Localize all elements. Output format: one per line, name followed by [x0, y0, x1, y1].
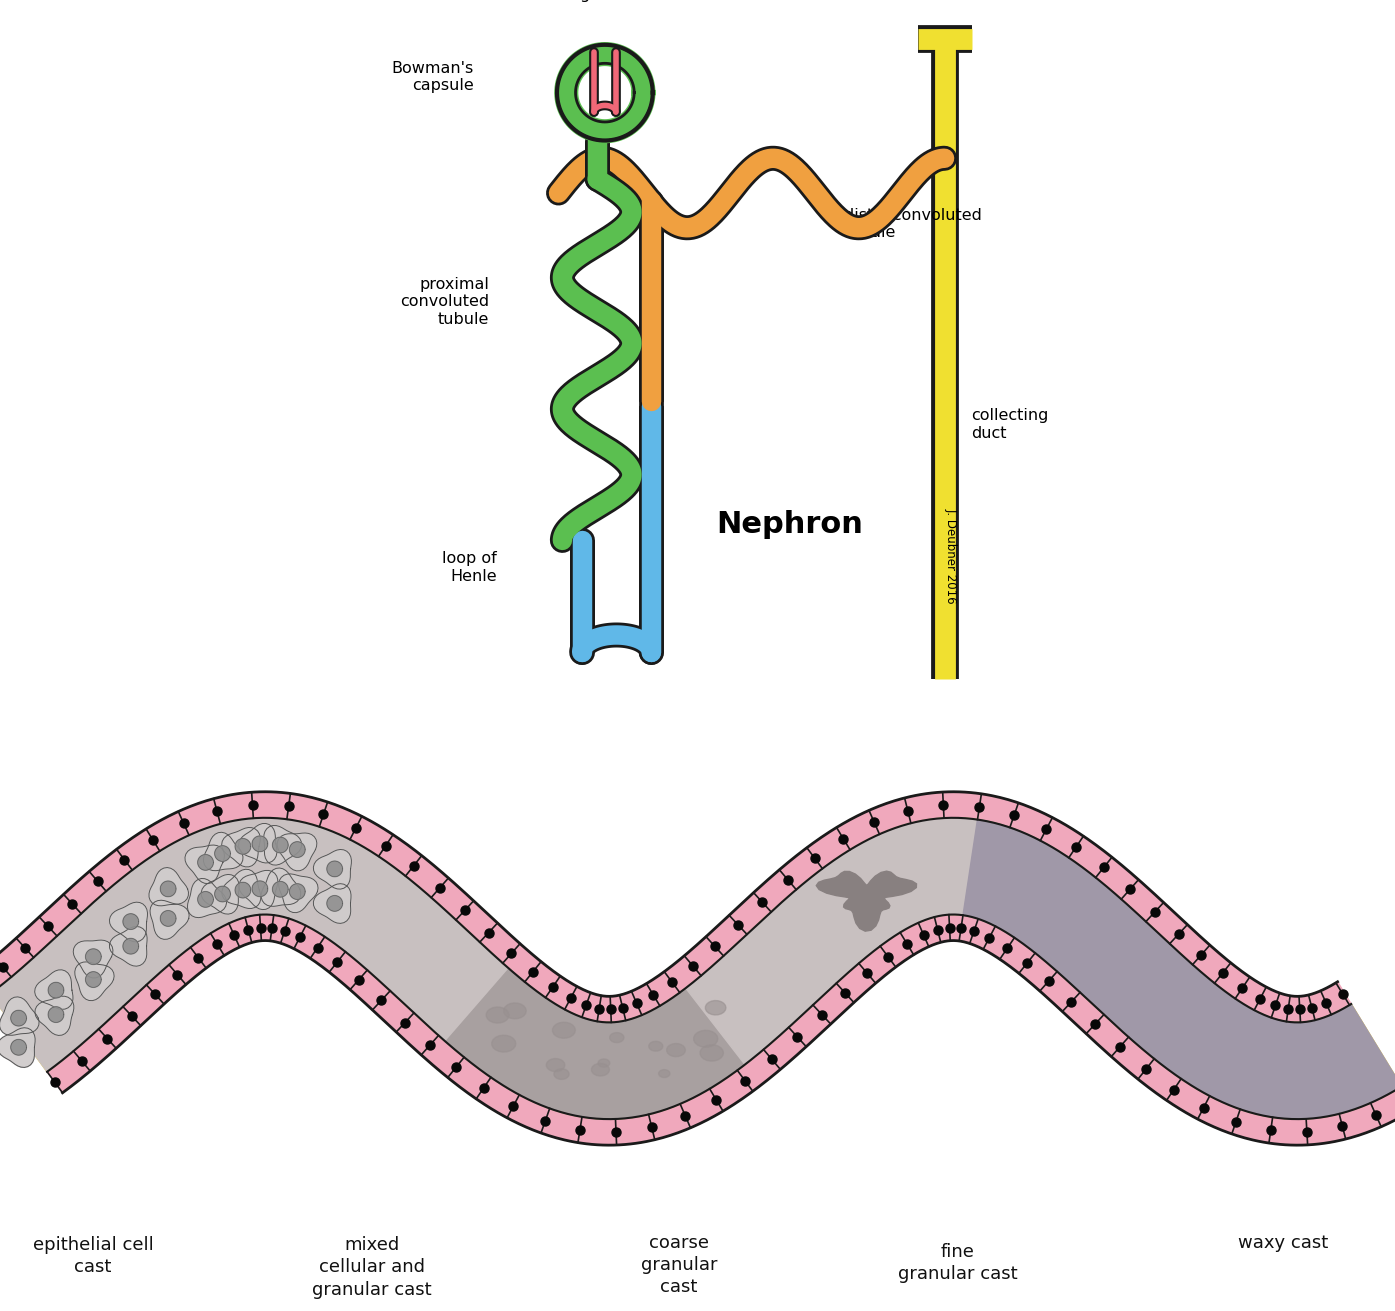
Polygon shape	[49, 982, 64, 998]
Polygon shape	[222, 869, 261, 909]
Polygon shape	[206, 818, 566, 1096]
Polygon shape	[215, 886, 230, 902]
Polygon shape	[658, 1070, 670, 1078]
Polygon shape	[187, 878, 226, 918]
Polygon shape	[554, 1068, 569, 1079]
Polygon shape	[215, 846, 230, 861]
Polygon shape	[239, 823, 276, 863]
Polygon shape	[591, 1063, 610, 1076]
Polygon shape	[547, 1058, 565, 1071]
Polygon shape	[35, 996, 74, 1036]
Polygon shape	[576, 63, 635, 122]
Polygon shape	[264, 826, 301, 865]
Polygon shape	[446, 932, 815, 1120]
Text: glomerulus: glomerulus	[579, 0, 670, 3]
Text: loop of
Henle: loop of Henle	[442, 551, 497, 583]
Polygon shape	[598, 1059, 610, 1067]
Polygon shape	[201, 874, 239, 914]
Polygon shape	[0, 1028, 35, 1067]
Polygon shape	[75, 962, 114, 1000]
Text: collecting
duct: collecting duct	[971, 409, 1049, 440]
Polygon shape	[149, 868, 188, 906]
Polygon shape	[649, 1041, 663, 1051]
Polygon shape	[109, 927, 146, 966]
Polygon shape	[290, 884, 306, 899]
Polygon shape	[487, 1007, 509, 1023]
Polygon shape	[706, 1000, 725, 1015]
Polygon shape	[236, 882, 251, 898]
Polygon shape	[204, 832, 243, 871]
Polygon shape	[552, 1023, 575, 1038]
Polygon shape	[610, 1033, 624, 1042]
Polygon shape	[198, 891, 213, 907]
Text: epithelial cell
cast: epithelial cell cast	[32, 1236, 153, 1277]
Polygon shape	[186, 846, 225, 884]
Polygon shape	[123, 939, 138, 954]
Text: Bowman's
capsule: Bowman's capsule	[392, 62, 474, 93]
Polygon shape	[272, 838, 289, 853]
Polygon shape	[160, 881, 176, 897]
Polygon shape	[261, 868, 301, 906]
Polygon shape	[963, 819, 1395, 1120]
Polygon shape	[314, 884, 352, 923]
Polygon shape	[35, 970, 73, 1009]
Polygon shape	[686, 818, 1083, 1065]
Polygon shape	[0, 792, 1395, 1145]
Polygon shape	[290, 842, 306, 857]
Polygon shape	[279, 874, 318, 912]
Polygon shape	[151, 901, 190, 940]
Polygon shape	[85, 971, 102, 987]
Polygon shape	[667, 1044, 685, 1057]
Polygon shape	[222, 827, 261, 867]
Polygon shape	[693, 1030, 718, 1047]
Polygon shape	[492, 1036, 516, 1051]
Polygon shape	[160, 911, 176, 927]
Polygon shape	[0, 996, 39, 1036]
Text: Nephron: Nephron	[717, 510, 864, 540]
Polygon shape	[0, 818, 299, 1072]
Polygon shape	[109, 902, 148, 941]
Text: coarse
granular
cast: coarse granular cast	[640, 1234, 717, 1295]
Polygon shape	[700, 1045, 724, 1061]
Polygon shape	[85, 949, 102, 965]
Polygon shape	[0, 818, 1395, 1120]
Polygon shape	[326, 861, 343, 877]
Polygon shape	[504, 1003, 526, 1019]
Polygon shape	[278, 832, 317, 871]
Polygon shape	[11, 1040, 27, 1055]
Polygon shape	[326, 895, 343, 911]
Text: fine
granular cast: fine granular cast	[898, 1243, 1018, 1283]
Polygon shape	[236, 839, 251, 855]
Text: proximal
convoluted
tubule: proximal convoluted tubule	[400, 277, 490, 326]
Polygon shape	[314, 850, 352, 889]
Polygon shape	[123, 914, 138, 929]
Polygon shape	[11, 1011, 27, 1027]
Polygon shape	[73, 940, 113, 978]
Polygon shape	[49, 1007, 64, 1023]
Polygon shape	[198, 855, 213, 871]
Polygon shape	[816, 872, 917, 931]
Text: J. Deubner 2016: J. Deubner 2016	[944, 509, 957, 603]
Polygon shape	[252, 881, 268, 897]
Text: mixed
cellular and
granular cast: mixed cellular and granular cast	[312, 1236, 432, 1299]
Polygon shape	[272, 881, 289, 897]
Polygon shape	[239, 871, 278, 910]
Polygon shape	[252, 836, 268, 852]
Text: waxy cast: waxy cast	[1239, 1234, 1328, 1252]
Text: distal convoluted
tubule: distal convoluted tubule	[844, 207, 982, 240]
